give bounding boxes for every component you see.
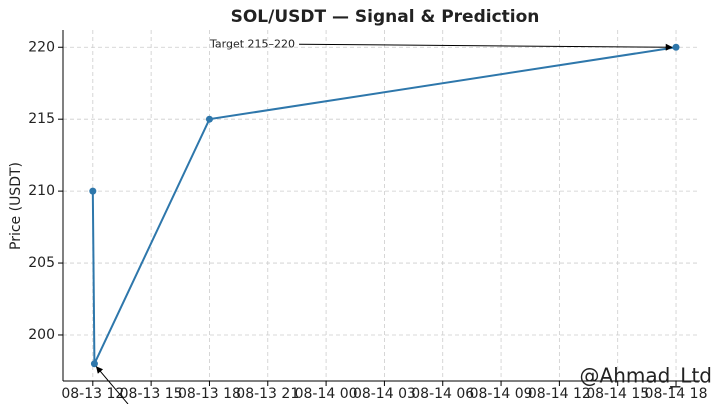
x-tick-label: 08-14 12 (528, 386, 591, 402)
x-tick-label: 08-13 21 (236, 386, 299, 402)
point (90, 360, 98, 368)
x-tick-label: 08-14 06 (411, 386, 474, 402)
y-tick-label: 220 (28, 39, 55, 55)
chart-title: SOL/USDT — Signal & Prediction (231, 7, 540, 27)
x-tick-label: 08-14 03 (353, 386, 416, 402)
y-tick-label: 215 (28, 111, 55, 127)
y-tick-label: 205 (28, 255, 55, 271)
x-tick-label: 08-14 00 (295, 386, 358, 402)
x-tick-label: 08-14 15 (586, 386, 649, 402)
x-tick-label: 08-14 09 (470, 386, 533, 402)
annotation: Target 215–220 (209, 37, 295, 50)
y-tick-label: 200 (28, 327, 55, 343)
annotation-arrow (299, 43, 673, 51)
point (89, 187, 97, 195)
line (91, 46, 677, 365)
x-tick-label: 08-13 15 (120, 386, 183, 402)
watermark: @Ahmad_Ltd (580, 364, 712, 388)
y-tick-label: 210 (28, 183, 55, 199)
x-tick-label: 08-14 18 (645, 386, 708, 402)
y-axis-label: Price (USDT) (8, 162, 24, 250)
x-tick-label: 08-13 12 (61, 386, 124, 402)
annotation-arrow (95, 366, 129, 404)
point (205, 115, 213, 123)
x-tick-label: 08-13 18 (178, 386, 241, 402)
point (672, 43, 680, 51)
